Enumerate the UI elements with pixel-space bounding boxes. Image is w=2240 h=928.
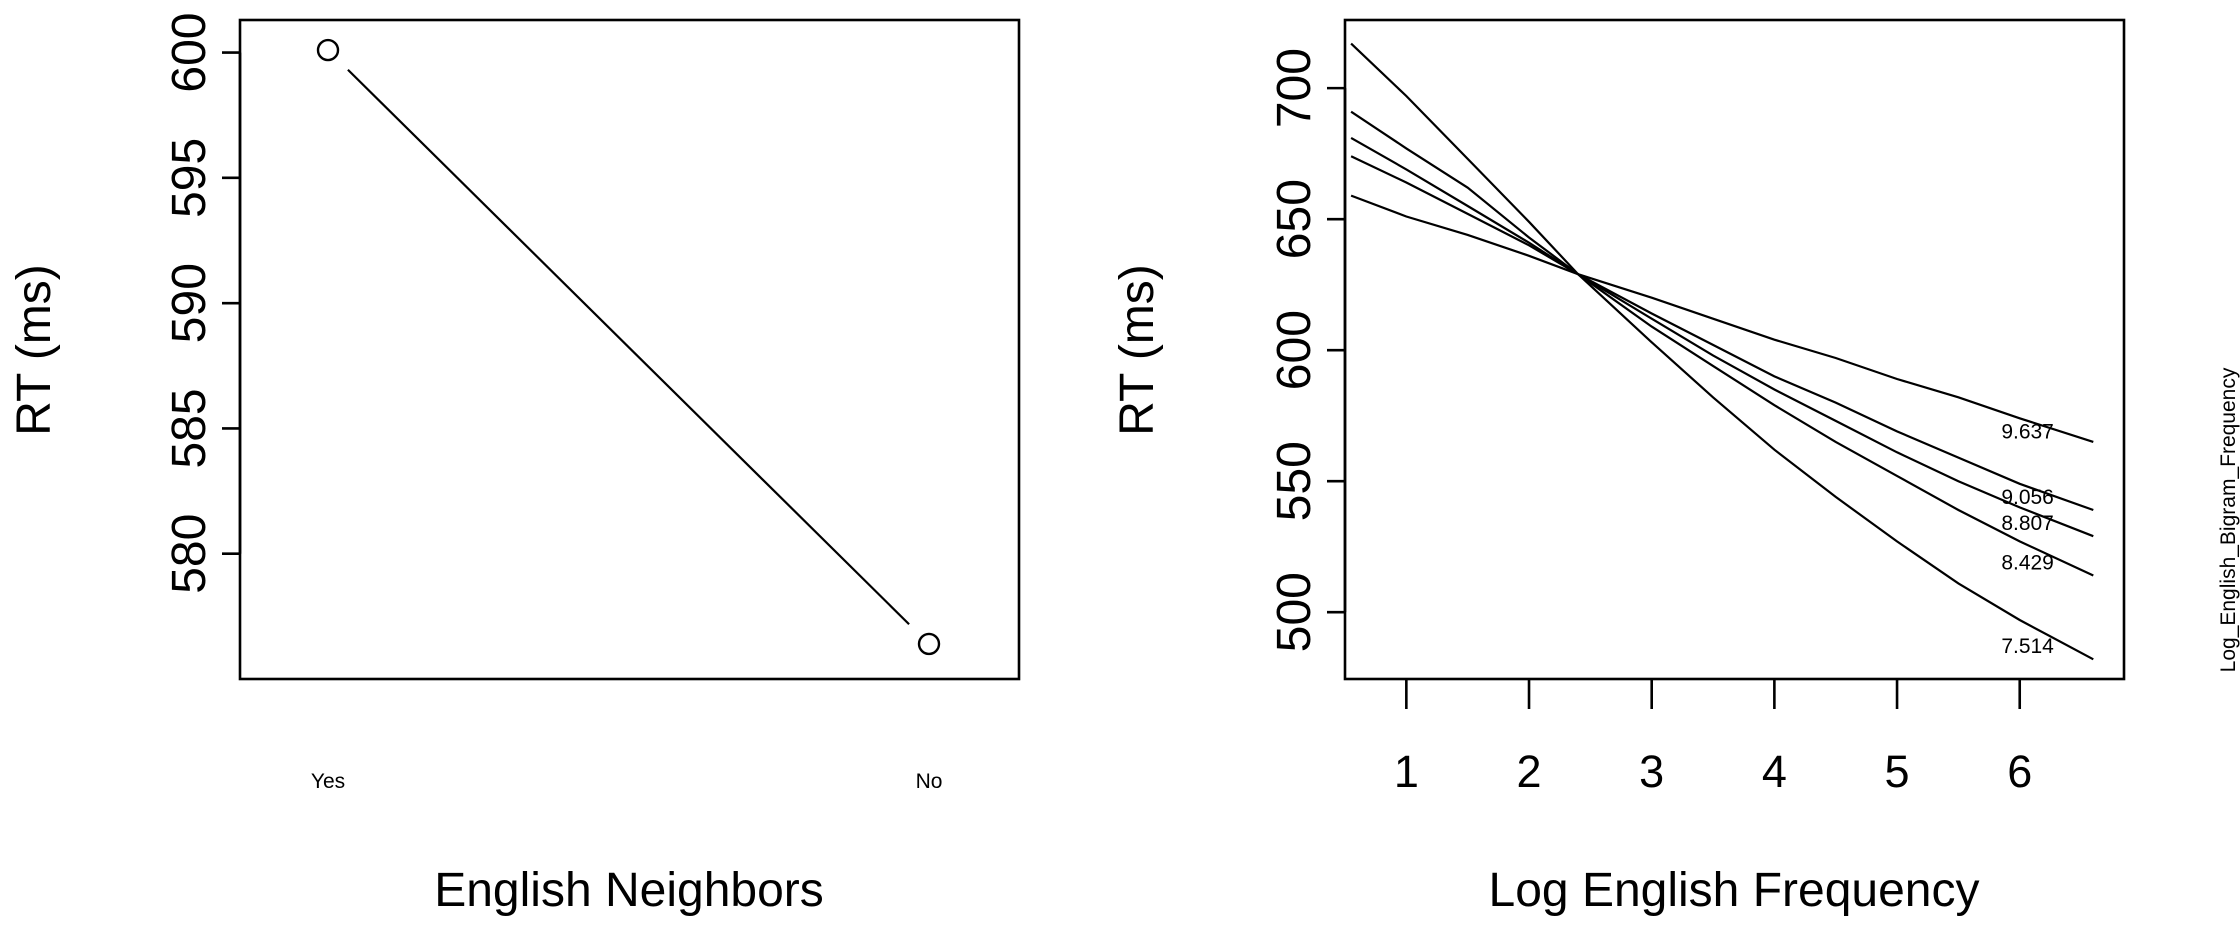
left-series-group: [316, 38, 941, 656]
right-panel: 500 550 600 650 700 1 2 3 4 5 6 9.637 9.056 8.807 8.…: [1111, 18, 2240, 917]
right-side-label: Log_English_Bigram_Frequency: [2217, 367, 2240, 672]
left-y-axis: 580 585 590 595 600: [163, 13, 242, 594]
left-data-point: [917, 632, 941, 656]
right-y-tick-label: 600: [1268, 310, 1321, 390]
right-series-line-4: [1350, 194, 2094, 443]
right-series-label: 8.807: [2001, 512, 2054, 535]
right-series-labels: 9.637 9.056 8.807 8.429 7.514: [2001, 420, 2054, 658]
right-x-tick-label: 2: [1517, 746, 1542, 797]
right-x-tick-label: 3: [1639, 746, 1664, 797]
right-y-tick-label: 500: [1268, 572, 1321, 652]
right-y-tick-label: 650: [1268, 179, 1321, 259]
right-series-line-1: [1350, 110, 2094, 577]
right-x-axis: 1 2 3 4 5 6: [1394, 679, 2032, 797]
right-series-label: 9.637: [2001, 420, 2054, 443]
right-y-axis-title: RT (ms): [1111, 264, 1164, 436]
left-y-tick-label: 580: [163, 514, 216, 594]
right-x-tick-label: 5: [1885, 746, 1910, 797]
right-series-line-3: [1350, 155, 2094, 512]
left-y-tick-label: 600: [163, 13, 216, 93]
left-series-line: [347, 68, 910, 626]
left-x-axis-title: English Neighbors: [434, 864, 824, 917]
right-series-label: 8.429: [2001, 551, 2054, 574]
right-series-line-2: [1350, 136, 2094, 538]
left-x-axis: Yes No: [311, 770, 943, 793]
right-x-axis-title: Log English Frequency: [1489, 864, 1980, 917]
right-y-tick-label: 700: [1268, 48, 1321, 128]
left-plot-frame: [238, 18, 1021, 681]
right-series-group: [1350, 42, 2094, 661]
left-y-tick-label: 585: [163, 388, 216, 468]
right-plot-frame: [1343, 18, 2126, 681]
right-y-axis: 500 550 600 650 700: [1268, 48, 1347, 652]
right-series-label: 9.056: [2001, 486, 2054, 509]
right-series-label: 7.514: [2001, 635, 2054, 658]
left-y-tick-label: 595: [163, 138, 216, 218]
right-series-line-0: [1350, 42, 2094, 661]
left-x-tick-label: No: [916, 770, 943, 793]
left-x-tick-label: Yes: [311, 770, 345, 793]
left-y-axis-title: RT (ms): [8, 264, 61, 436]
left-y-tick-label: 590: [163, 263, 216, 343]
right-y-tick-label: 550: [1268, 441, 1321, 521]
left-data-point: [316, 38, 340, 62]
right-x-tick-label: 6: [2007, 746, 2032, 797]
right-x-tick-label: 1: [1394, 746, 1419, 797]
right-x-tick-label: 4: [1762, 746, 1787, 797]
